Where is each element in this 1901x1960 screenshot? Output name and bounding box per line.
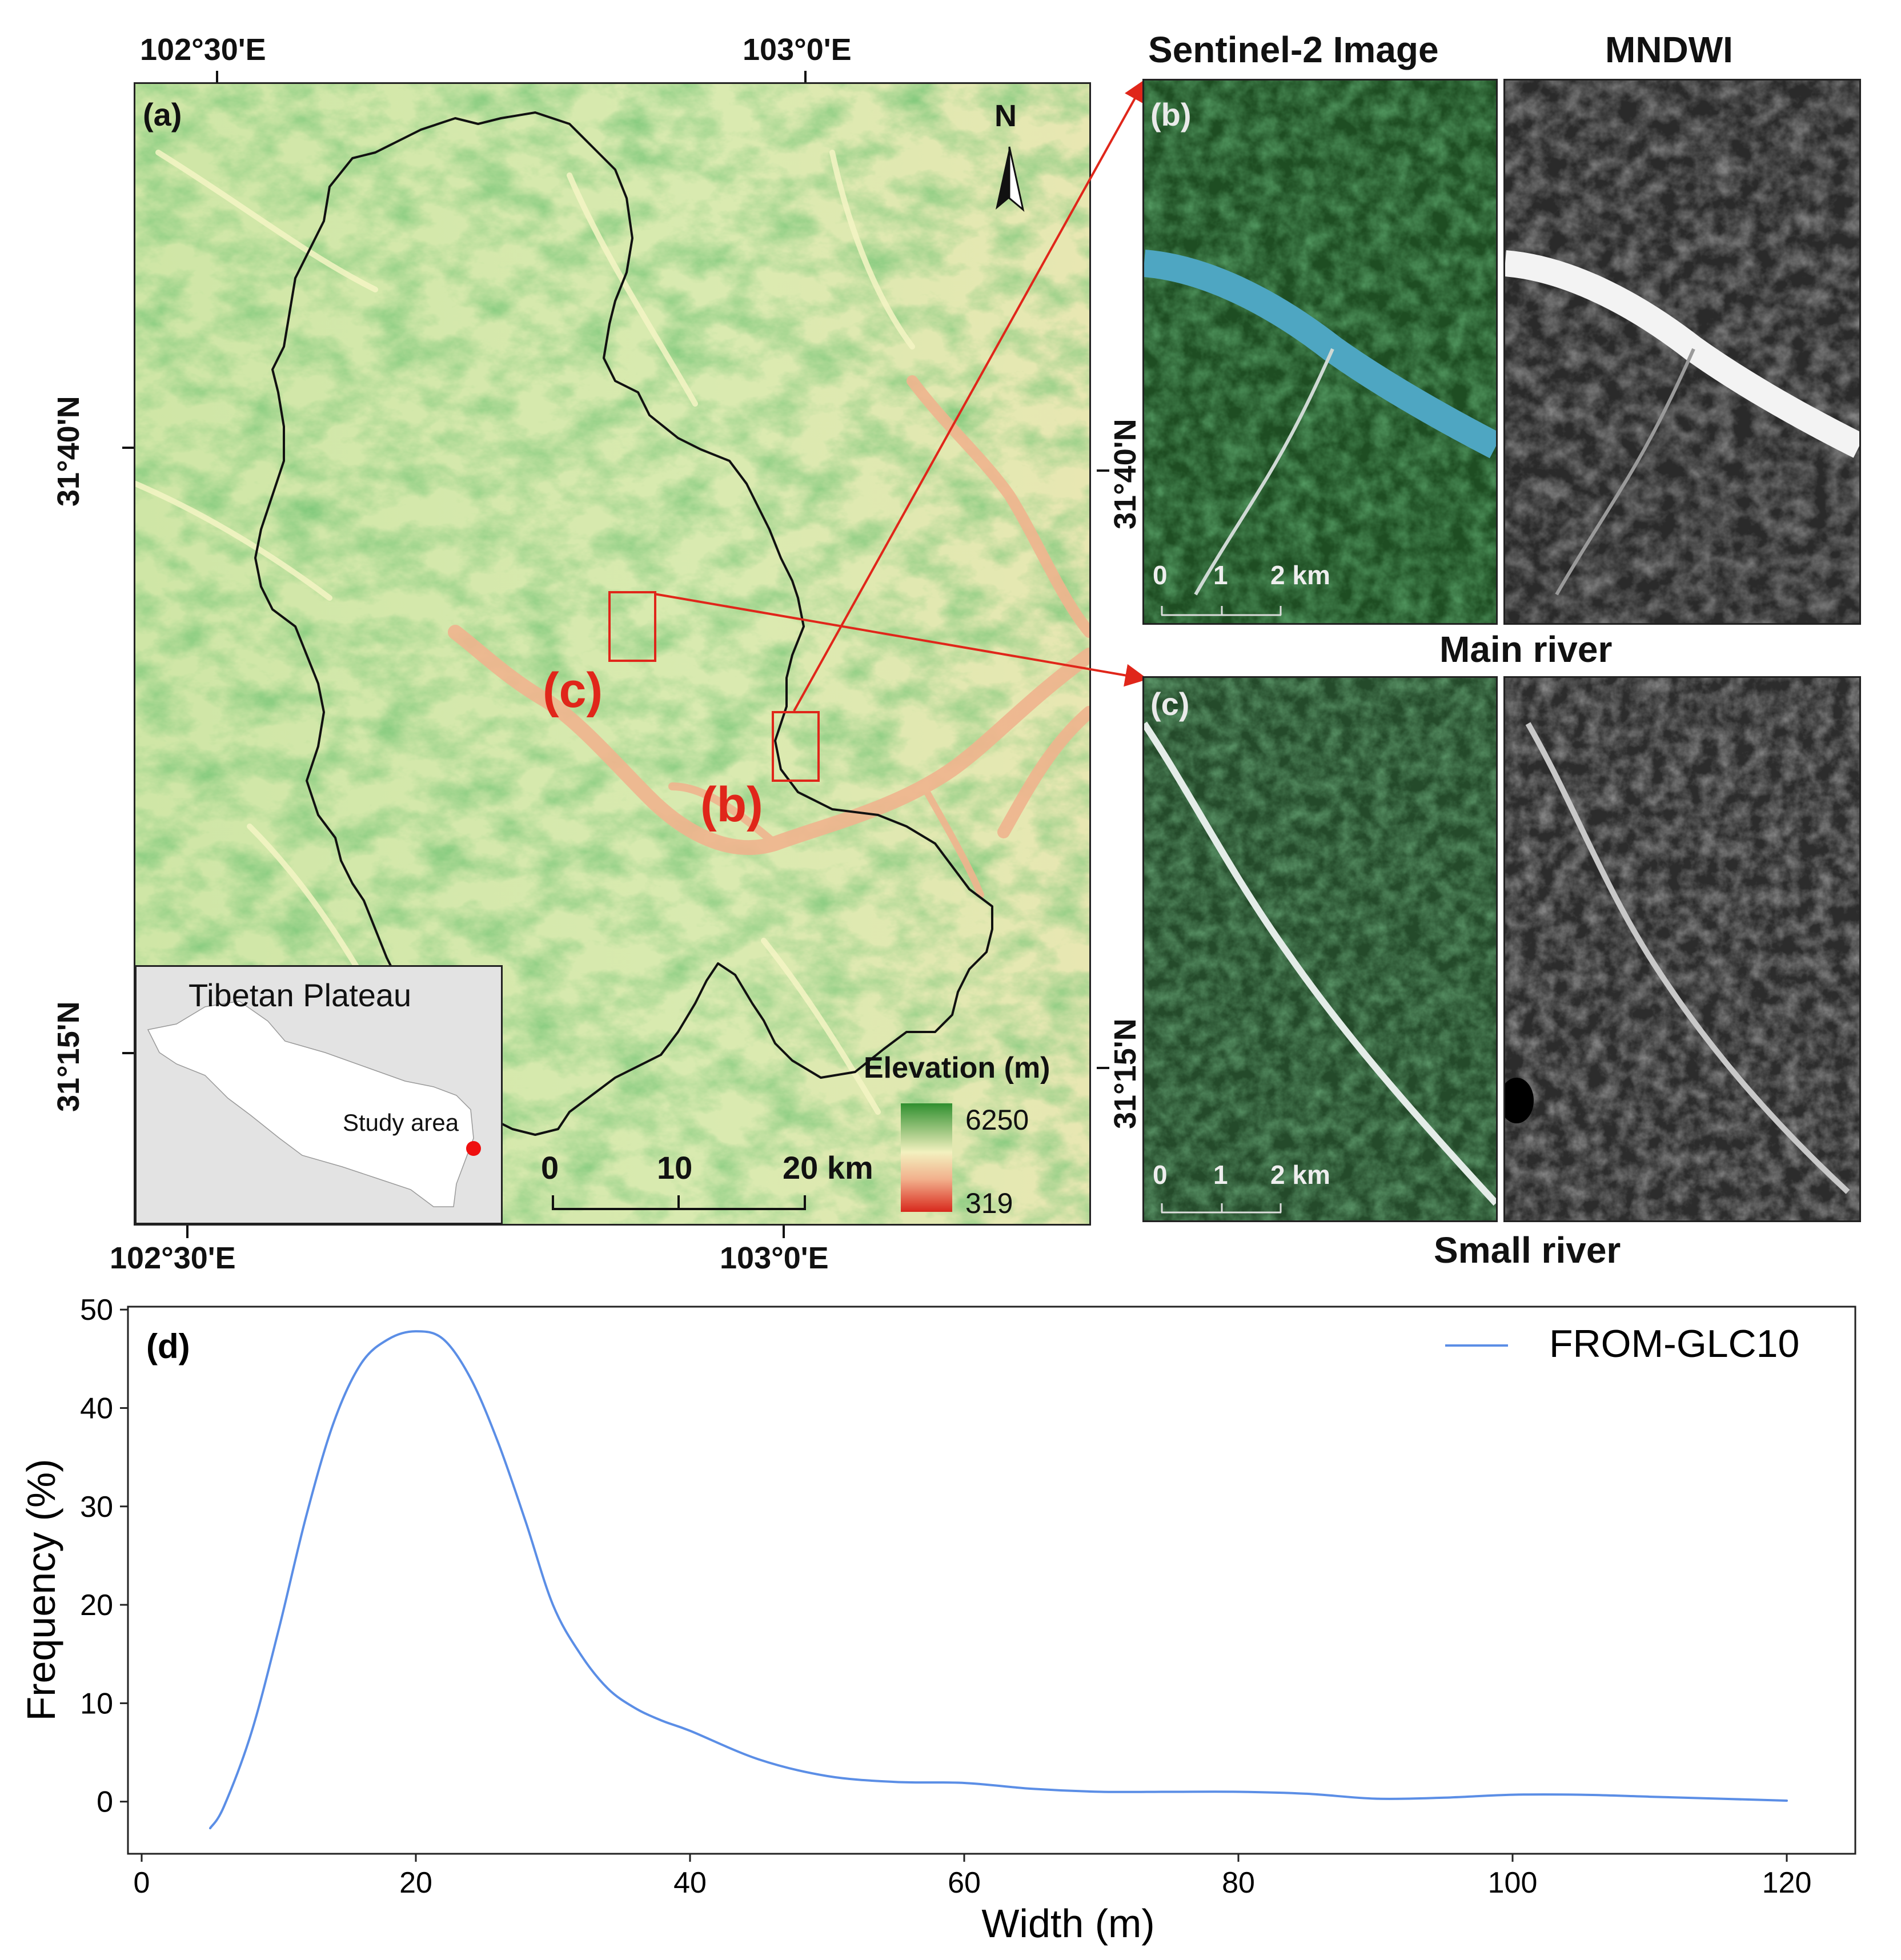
panel-b-scale-1: 1 bbox=[1213, 560, 1228, 590]
x-tick-label-0: 0 bbox=[134, 1866, 150, 1899]
panel-c-mndwi bbox=[1503, 676, 1861, 1222]
tibetan-plateau-shape bbox=[147, 1001, 474, 1207]
panel-b-scale-0: 0 bbox=[1153, 560, 1168, 590]
top-lon-tick-2: 103°0'E bbox=[743, 33, 852, 67]
panel-d-label: (d) bbox=[146, 1327, 190, 1365]
legend-title: Elevation (m) bbox=[864, 1051, 1050, 1085]
inset-title: Tibetan Plateau bbox=[189, 977, 412, 1013]
panel-b-label: (b) bbox=[1150, 97, 1192, 132]
col-title-sentinel: Sentinel-2 Image bbox=[1148, 29, 1439, 70]
x-tick-label-1: 20 bbox=[399, 1866, 432, 1899]
panel-c-scale-0: 0 bbox=[1153, 1160, 1168, 1190]
caption-small-river: Small river bbox=[1434, 1230, 1621, 1271]
caption-main-river: Main river bbox=[1439, 629, 1613, 670]
right-lat-tick-1: 31°40'N bbox=[1108, 419, 1142, 529]
study-area-marker bbox=[466, 1141, 481, 1156]
y-tick-label-3: 30 bbox=[80, 1491, 113, 1524]
y-tick-label-5: 50 bbox=[80, 1294, 113, 1327]
north-label: N bbox=[994, 99, 1017, 133]
y-tick-label-0: 0 bbox=[97, 1786, 113, 1819]
legend-max: 6250 bbox=[965, 1104, 1029, 1136]
x-tick-label-3: 60 bbox=[948, 1866, 981, 1899]
x-tick-label-6: 120 bbox=[1762, 1866, 1812, 1899]
inset-map bbox=[135, 965, 503, 1224]
legend-min: 319 bbox=[965, 1187, 1013, 1219]
scalebar bbox=[552, 1195, 806, 1210]
panel-c-scale-2km: 2 km bbox=[1270, 1160, 1330, 1190]
right-lat-tick-2: 31°15'N bbox=[1108, 1018, 1142, 1129]
panel-c-sentinel bbox=[1142, 676, 1498, 1222]
scalebar-20km: 20 km bbox=[783, 1150, 873, 1186]
panel-b-mndwi bbox=[1503, 79, 1861, 625]
panel-c-label: (c) bbox=[1150, 686, 1190, 722]
chart-d: 0 20 40 60 80 100 120 0 10 20 30 40 50 FROM-GLC10 (d… bbox=[0, 1291, 1901, 1960]
series-line-from-glc10 bbox=[209, 1330, 1788, 1830]
inset-study-area-label: Study area bbox=[343, 1109, 459, 1136]
box-c bbox=[608, 591, 656, 662]
north-arrow-icon bbox=[996, 146, 1025, 212]
x-axis-label: Width (m) bbox=[981, 1901, 1154, 1946]
y-tick-label-2: 20 bbox=[80, 1589, 113, 1622]
box-c-label: (c) bbox=[543, 663, 603, 718]
scalebar-0: 0 bbox=[541, 1150, 559, 1186]
bottom-lon-tick-2: 103°0'E bbox=[720, 1241, 829, 1275]
box-b-label: (b) bbox=[700, 777, 763, 832]
x-tick-label-4: 80 bbox=[1222, 1866, 1255, 1899]
y-tick-label-4: 40 bbox=[80, 1392, 113, 1425]
bottom-lon-tick-1: 102°30'E bbox=[110, 1241, 236, 1275]
top-lon-tick-1: 102°30'E bbox=[140, 33, 266, 67]
elevation-legend-ramp bbox=[901, 1103, 952, 1212]
watershed-boundary bbox=[254, 111, 993, 1136]
chart-plot-frame bbox=[127, 1306, 1856, 1855]
panel-c-scale-1: 1 bbox=[1213, 1160, 1228, 1190]
y-axis-label: Frequency (%) bbox=[19, 1459, 63, 1721]
x-tick-label-2: 40 bbox=[673, 1866, 707, 1899]
scalebar-10: 10 bbox=[657, 1150, 693, 1186]
x-tick-label-5: 100 bbox=[1488, 1866, 1538, 1899]
box-b bbox=[772, 711, 820, 782]
panel-a-label: (a) bbox=[143, 97, 182, 132]
col-title-mndwi: MNDWI bbox=[1605, 29, 1733, 70]
legend-label: FROM-GLC10 bbox=[1549, 1322, 1799, 1365]
panel-b-sentinel bbox=[1142, 79, 1498, 625]
y-tick-label-1: 10 bbox=[80, 1687, 113, 1720]
panel-b-scale-2km: 2 km bbox=[1270, 560, 1330, 590]
